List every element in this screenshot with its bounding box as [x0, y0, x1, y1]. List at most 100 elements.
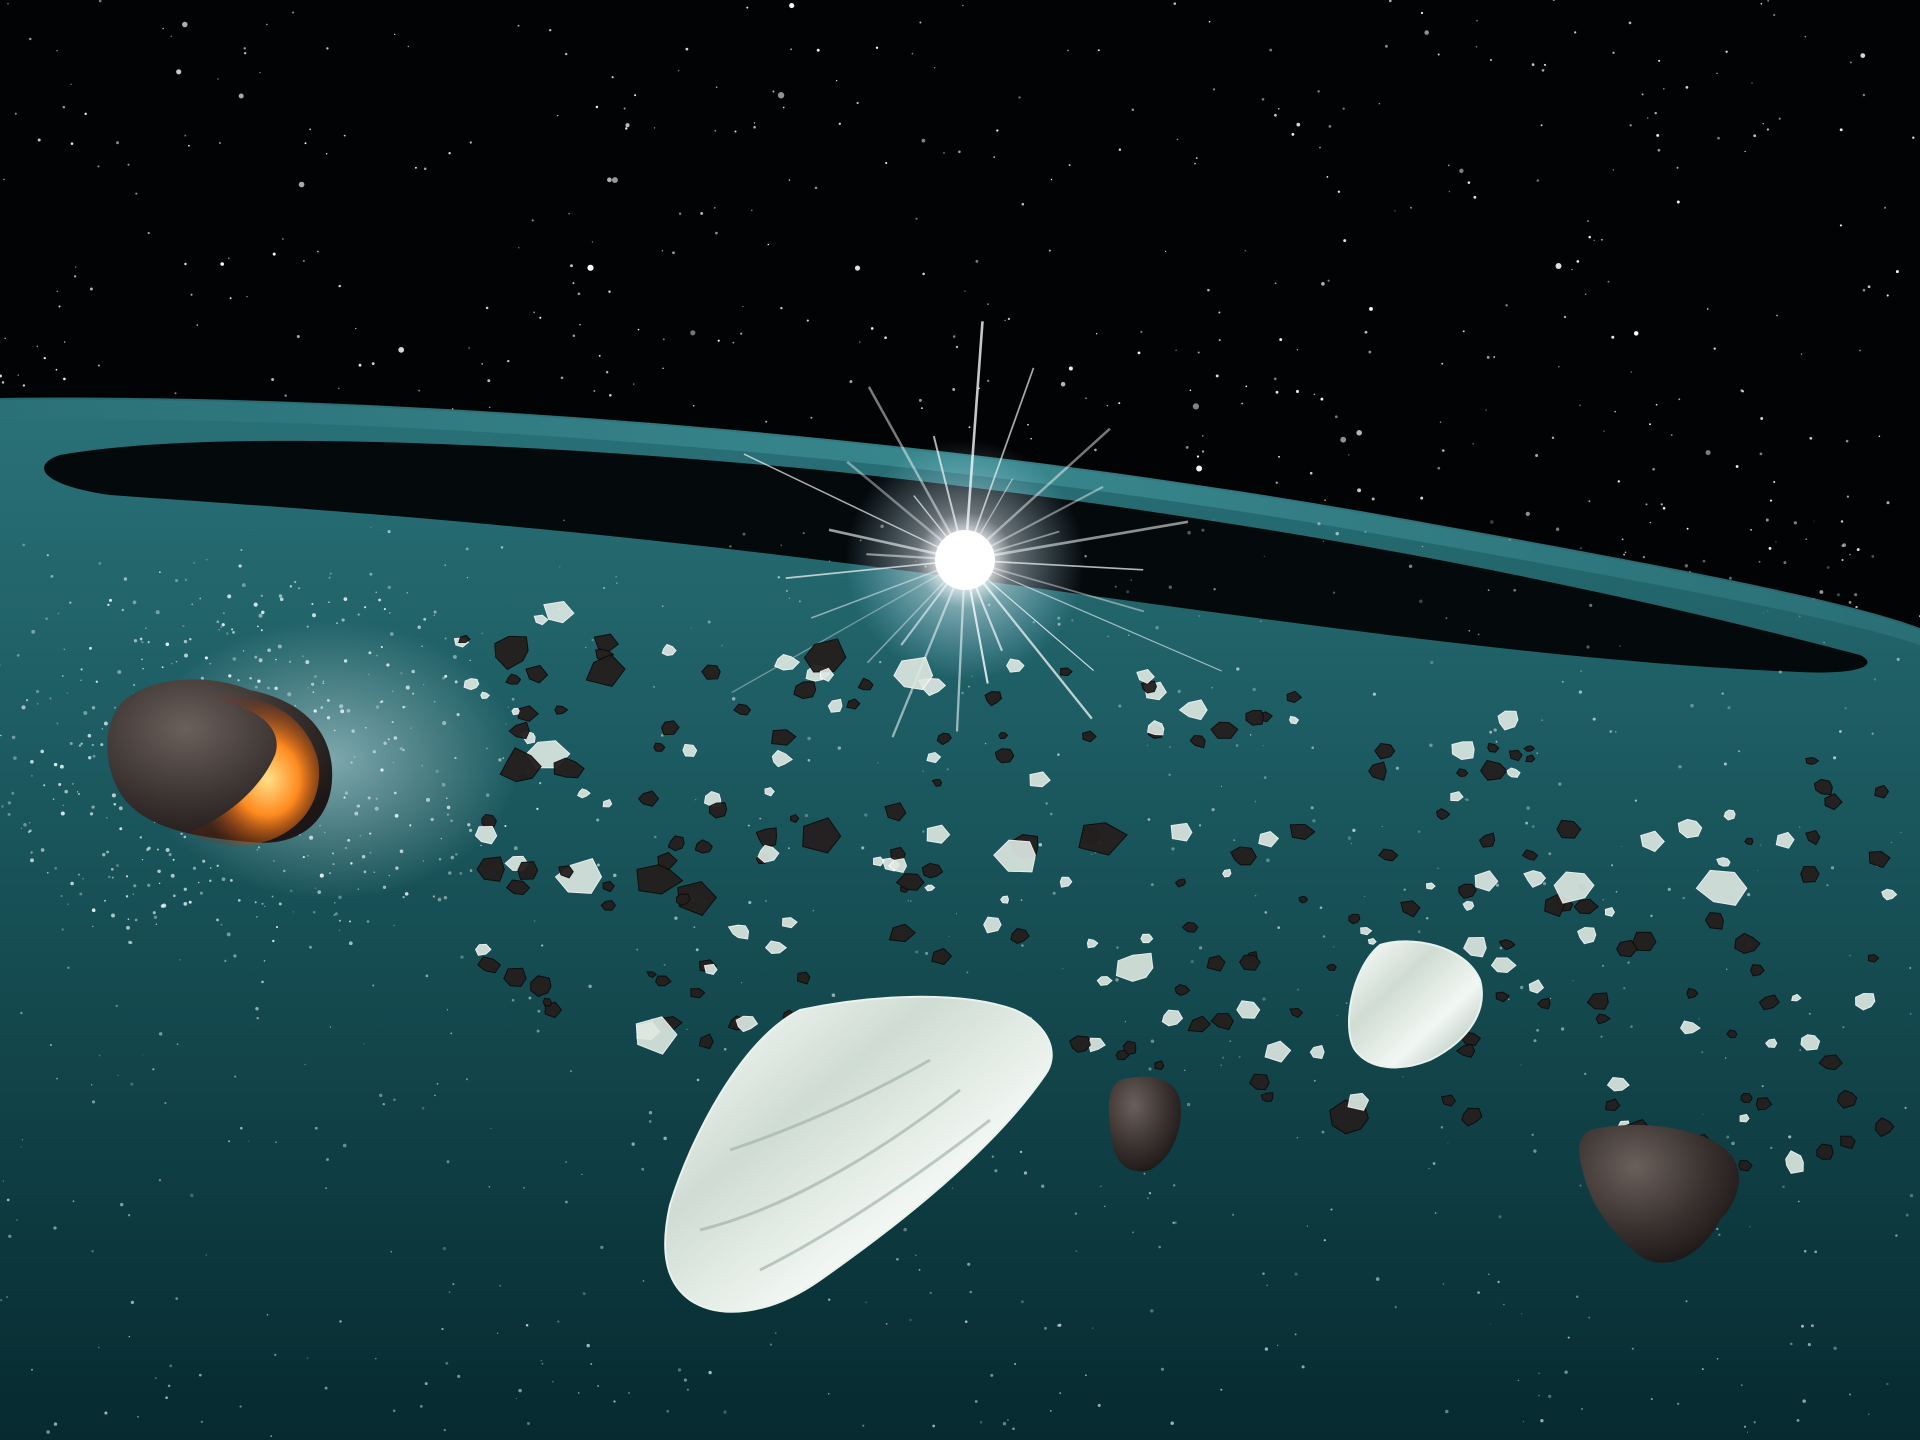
spray-particle — [161, 666, 164, 669]
disk-speck — [1909, 1193, 1914, 1198]
spray-particle — [387, 585, 391, 590]
background-star — [1279, 338, 1283, 342]
spray-particle — [242, 650, 245, 652]
disk-speck — [729, 545, 732, 548]
disk-speck — [1489, 730, 1493, 734]
disk-speck — [325, 1187, 327, 1190]
disk-speck — [1525, 821, 1529, 825]
background-star — [1420, 11, 1424, 15]
disk-speck — [1890, 842, 1892, 844]
background-star — [1551, 436, 1555, 440]
disk-speck — [182, 624, 185, 628]
background-star — [1027, 423, 1029, 426]
background-star — [1326, 176, 1329, 178]
disk-speck — [1627, 961, 1630, 964]
background-star — [732, 341, 735, 344]
background-star — [1600, 238, 1603, 241]
rock-fragment — [506, 879, 531, 896]
spray-particle — [132, 600, 137, 605]
spray-particle — [294, 705, 297, 707]
spray-particle — [536, 807, 539, 811]
spray-particle — [11, 735, 16, 740]
crystal-fragment — [1006, 658, 1025, 673]
background-star — [127, 163, 130, 166]
disk-speck — [765, 900, 767, 902]
disk-speck — [677, 1368, 682, 1372]
disk-speck — [1313, 1079, 1316, 1082]
crystal-fragment — [1677, 818, 1703, 839]
disk-speck — [907, 899, 910, 902]
background-star — [1371, 497, 1375, 501]
disk-speck — [1716, 1227, 1719, 1231]
background-star — [919, 21, 922, 24]
background-star — [1273, 377, 1277, 381]
large-crystal-fragment — [664, 995, 1053, 1313]
background-star — [690, 330, 696, 336]
disk-speck — [1213, 588, 1216, 591]
spray-particle — [107, 603, 110, 607]
background-star — [1118, 402, 1121, 405]
disk-speck — [1621, 845, 1623, 848]
spray-particle — [40, 848, 45, 852]
spray-particle — [430, 817, 434, 822]
disk-speck — [1808, 1012, 1811, 1015]
disk-speck — [1062, 968, 1064, 970]
crystal-fragment — [1000, 895, 1010, 904]
background-star — [1884, 206, 1887, 209]
disk-speck — [1799, 1049, 1802, 1052]
disk-speck — [968, 685, 970, 688]
background-star — [1356, 430, 1362, 436]
background-star — [714, 129, 717, 132]
disk-speck — [785, 589, 789, 593]
disk-speck — [1533, 1039, 1537, 1043]
disk-speck — [1296, 1136, 1299, 1139]
background-star — [1212, 88, 1216, 91]
spray-particle — [28, 821, 31, 824]
background-star — [577, 292, 581, 296]
disk-speck — [1873, 678, 1876, 681]
background-star — [1274, 282, 1277, 285]
rock-fragment — [984, 691, 1003, 707]
rock-fragment — [1174, 983, 1191, 996]
disk-speck — [961, 691, 964, 695]
disk-speck — [862, 1424, 865, 1427]
crystal-fragment — [1723, 809, 1736, 821]
disk-speck — [1020, 899, 1023, 902]
disk-speck — [1394, 1306, 1397, 1309]
disk-speck — [1536, 1028, 1540, 1032]
spray-particle — [172, 858, 175, 861]
disk-speck — [130, 1082, 134, 1086]
crystal-fragment — [1474, 870, 1499, 892]
background-star — [1741, 390, 1745, 393]
disk-speck — [442, 1246, 447, 1251]
disk-speck — [266, 1314, 269, 1316]
background-star — [1196, 455, 1200, 458]
background-star — [1486, 356, 1490, 359]
crystal-fragment — [543, 600, 575, 624]
background-star — [1462, 330, 1465, 333]
spray-particle — [278, 902, 282, 906]
rock-fragment — [1348, 913, 1361, 925]
spray-particle — [405, 685, 410, 690]
background-star — [1394, 210, 1396, 212]
disk-speck — [827, 1392, 830, 1395]
disk-speck — [955, 913, 958, 915]
rock-fragment — [637, 790, 660, 807]
spray-particle — [256, 849, 259, 851]
spray-particle — [147, 846, 151, 850]
disk-speck — [1266, 858, 1270, 863]
background-star — [1762, 122, 1764, 125]
disk-speck — [1716, 1357, 1719, 1360]
disk-speck — [1572, 980, 1574, 982]
background-star — [921, 138, 926, 143]
disk-speck — [616, 582, 618, 584]
background-star — [968, 426, 971, 429]
disk-speck — [1126, 590, 1130, 594]
disk-speck — [1306, 1225, 1308, 1227]
disk-speck — [158, 1032, 163, 1036]
spray-particle — [54, 867, 57, 870]
spray-particle — [160, 904, 165, 908]
background-star — [1845, 439, 1849, 443]
disk-speck — [966, 971, 969, 974]
